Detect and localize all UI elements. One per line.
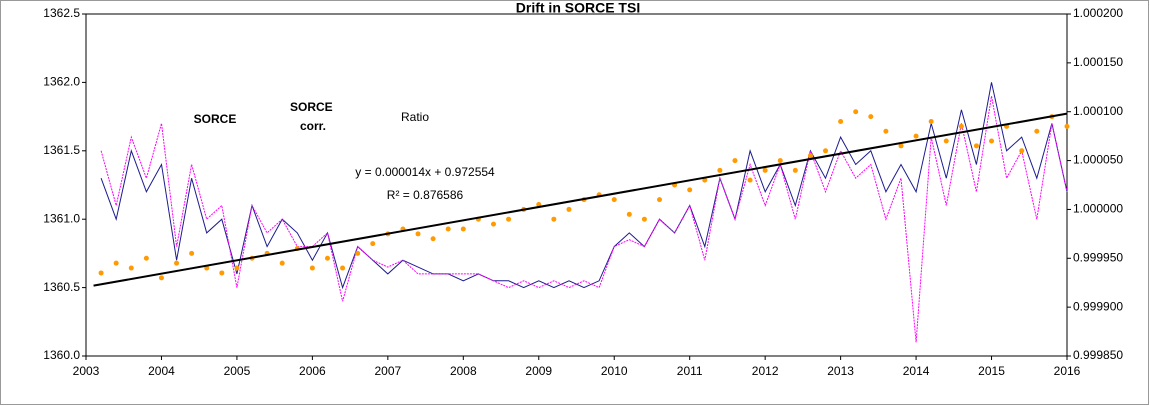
ratio-point <box>415 231 421 237</box>
y2-tick-label: 1.000000 <box>1073 202 1123 216</box>
ratio-point <box>355 250 361 256</box>
x-tick-label: 2011 <box>677 364 703 378</box>
ratio-point <box>143 255 149 261</box>
x-tick-label: 2007 <box>374 364 401 378</box>
ratio-point <box>838 118 844 124</box>
ratio-point <box>445 226 451 232</box>
ratio-point <box>823 148 829 154</box>
series-line <box>100 96 1068 343</box>
equation-label: R² = 0.876586 <box>387 188 464 202</box>
series-label: Ratio <box>401 110 429 124</box>
trend-line <box>93 112 1068 287</box>
ratio-point <box>506 216 512 222</box>
ratio-point <box>430 236 436 242</box>
y2-tick-label: 0.999900 <box>1073 299 1123 313</box>
y2-tick-label: 1.000150 <box>1073 55 1123 69</box>
x-tick-label: 2005 <box>224 364 251 378</box>
x-tick-label: 2010 <box>601 364 628 378</box>
ratio-point <box>340 265 346 271</box>
ratio-point <box>913 133 919 139</box>
ratio-point <box>128 265 134 271</box>
ratio-point <box>883 128 889 134</box>
ratio-point <box>490 221 496 227</box>
y-tick-label: 1361.5 <box>43 143 80 157</box>
ratio-point <box>747 177 753 183</box>
ratio-point <box>370 241 376 247</box>
x-tick-label: 2003 <box>73 364 100 378</box>
x-tick-label: 2012 <box>752 364 779 378</box>
ratio-point <box>687 187 693 193</box>
y-tick-label: 1360.0 <box>43 348 80 362</box>
x-tick-label: 2013 <box>827 364 854 378</box>
ratio-point <box>566 206 572 212</box>
series-label: SORCE corr. <box>290 100 336 133</box>
ratio-point <box>762 167 768 173</box>
ratio-point <box>611 197 617 203</box>
y2-tick-label: 1.000100 <box>1073 104 1123 118</box>
y2-tick-label: 1.000050 <box>1073 153 1123 167</box>
y2-tick-label: 0.999850 <box>1073 348 1123 362</box>
x-tick-label: 2015 <box>978 364 1005 378</box>
x-tick-label: 2014 <box>903 364 930 378</box>
equation-label: y = 0.000014x + 0.972554 <box>355 165 495 179</box>
x-tick-label: 2006 <box>299 364 326 378</box>
y-tick-label: 1362.5 <box>43 6 80 20</box>
ratio-point <box>158 275 164 281</box>
ratio-point <box>807 153 813 159</box>
y-tick-label: 1361.0 <box>43 211 80 225</box>
ratio-point <box>324 255 330 261</box>
ratio-point <box>551 216 557 222</box>
plot-area <box>85 13 1068 357</box>
series-line <box>100 82 1068 290</box>
x-tick-label: 2008 <box>450 364 477 378</box>
ratio-point <box>989 138 995 144</box>
ratio-point <box>1019 148 1025 154</box>
ratio-point <box>279 260 285 266</box>
y2-tick-label: 1.000200 <box>1073 6 1123 20</box>
x-tick-label: 2004 <box>148 364 175 378</box>
x-tick-label: 2016 <box>1054 364 1081 378</box>
x-tick-label: 2009 <box>525 364 552 378</box>
ratio-point <box>792 167 798 173</box>
ratio-point <box>98 270 104 276</box>
ratio-point <box>1034 128 1040 134</box>
y-tick-label: 1362.0 <box>43 75 80 89</box>
ratio-point <box>898 143 904 149</box>
ratio-point <box>973 143 979 149</box>
ratio-point <box>460 226 466 232</box>
ratio-point <box>234 265 240 271</box>
ratio-point <box>958 123 964 129</box>
y-tick-label: 1360.5 <box>43 280 80 294</box>
ratio-point <box>1064 123 1070 129</box>
ratio-point <box>868 114 874 120</box>
ratio-point <box>777 158 783 164</box>
ratio-point <box>853 109 859 115</box>
ratio-point <box>174 260 180 266</box>
ratio-point <box>641 216 647 222</box>
ratio-point <box>928 118 934 124</box>
ratio-point <box>309 265 315 271</box>
series-label: SORCE <box>194 112 237 126</box>
y2-tick-label: 0.999950 <box>1073 250 1123 264</box>
ratio-point <box>189 250 195 256</box>
ratio-point <box>657 197 663 203</box>
ratio-point <box>219 270 225 276</box>
chart-title: Drift in SORCE TSI <box>516 0 640 16</box>
ratio-point <box>626 211 632 217</box>
ratio-point <box>113 260 119 266</box>
ratio-point <box>943 138 949 144</box>
ratio-point <box>717 167 723 173</box>
ratio-point <box>732 158 738 164</box>
